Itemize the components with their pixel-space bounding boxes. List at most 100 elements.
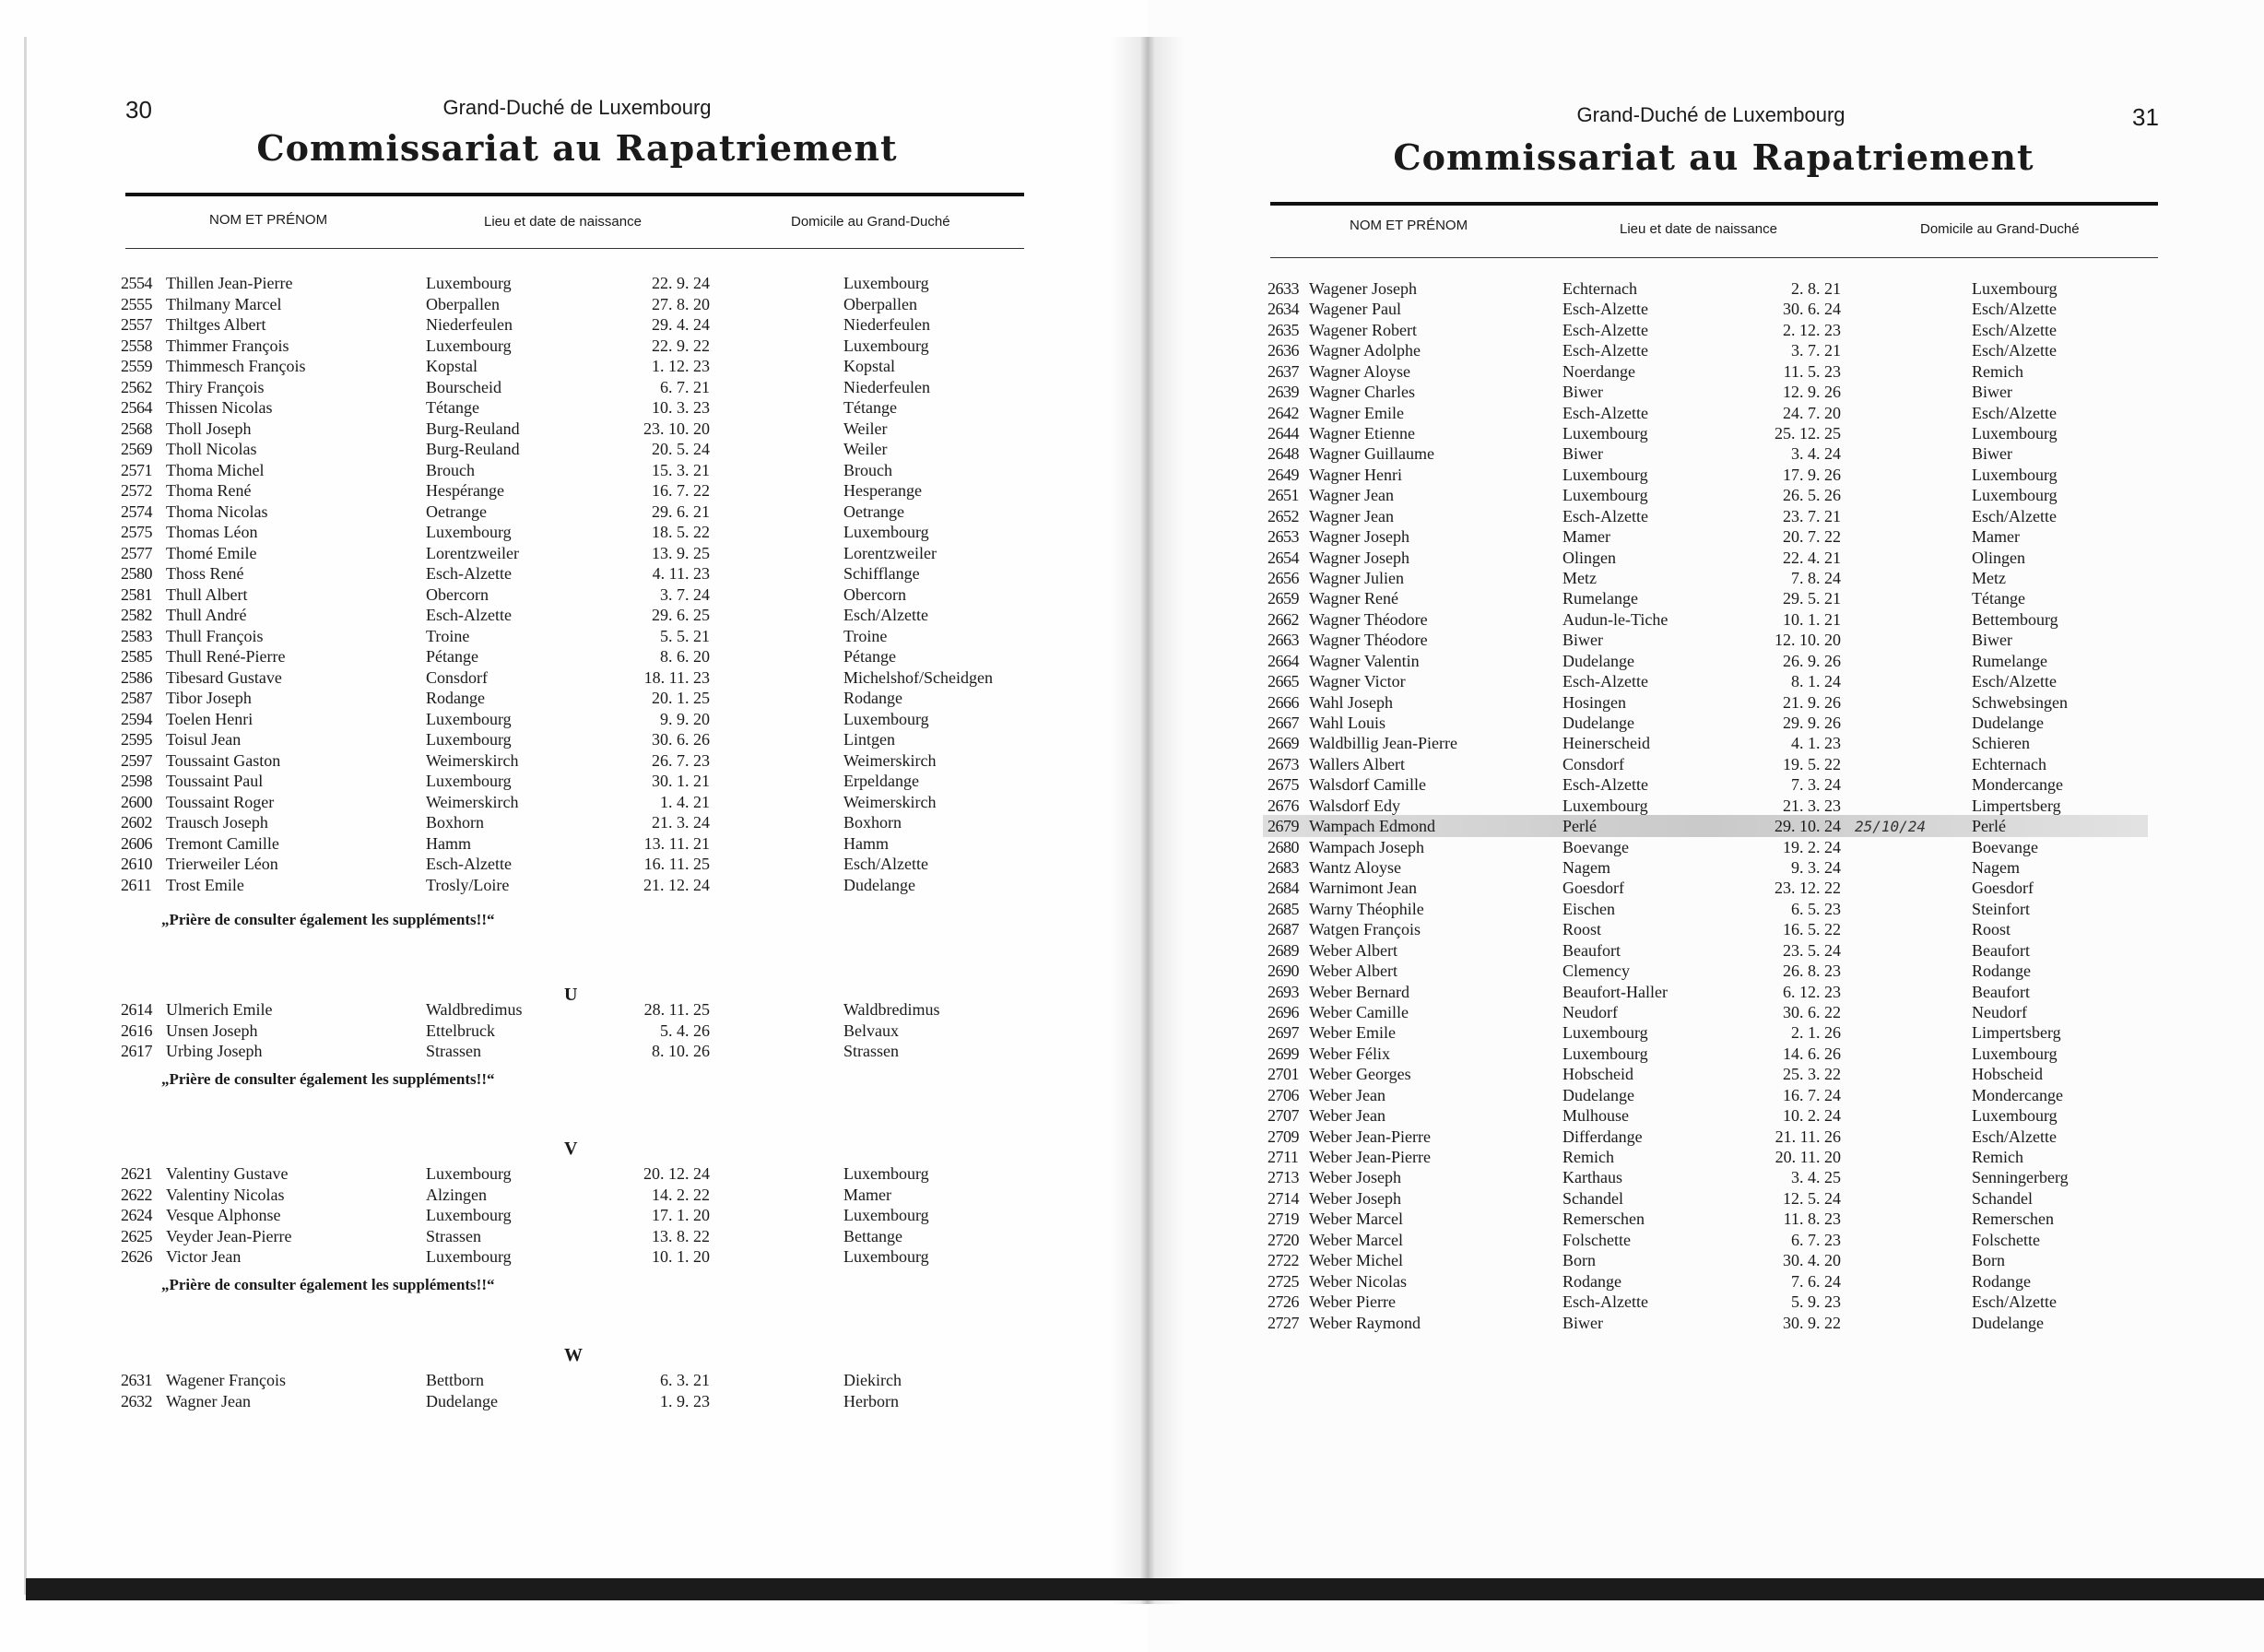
domicile: Rodange bbox=[1972, 1271, 2031, 1291]
table-row: 2602 Trausch Joseph Boxhorn 21. 3. 24 Boxhor… bbox=[0, 813, 2264, 833]
domicile: Biwer bbox=[1972, 383, 2012, 402]
domicile: Tétange bbox=[1972, 589, 2025, 608]
domicile: Esch/Alzette bbox=[1972, 672, 2057, 691]
birth-date: 4. 1. 23 bbox=[1791, 734, 1841, 753]
table-row: 2725 Weber Nicolas Rodange 7. 6. 24 Rodange bbox=[0, 1272, 2264, 1292]
table-row: 2711 Weber Jean-Pierre Remich 20. 11. 20 Rem… bbox=[0, 1148, 2264, 1168]
birth-date: 25. 3. 22 bbox=[1783, 1065, 1841, 1084]
entry-number: 2679 bbox=[1268, 817, 1300, 836]
birth-place: Alzingen bbox=[426, 1185, 487, 1204]
birth-place: Boevange bbox=[1562, 837, 1629, 856]
person-name: Toussaint Roger bbox=[166, 792, 275, 811]
table-row: 2663 Wagner Théodore Biwer 12. 10. 20 Biwer bbox=[0, 631, 2264, 651]
person-name: Thimmer François bbox=[166, 336, 289, 355]
birth-place: Neudorf bbox=[1562, 1003, 1618, 1022]
birth-place: Lorentzweiler bbox=[426, 543, 519, 562]
person-name: Tholl Joseph bbox=[166, 419, 252, 438]
entry-number: 2562 bbox=[121, 377, 153, 396]
entry-number: 2652 bbox=[1268, 506, 1300, 525]
person-name: Wahl Joseph bbox=[1309, 692, 1394, 712]
person-name: Toussaint Gaston bbox=[166, 750, 281, 770]
birth-date: 10. 1. 21 bbox=[1783, 609, 1841, 629]
domicile: Diekirch bbox=[843, 1371, 902, 1389]
domicile: Metz bbox=[1972, 569, 2006, 588]
birth-date: 17. 9. 26 bbox=[1783, 465, 1841, 484]
table-row: 2683 Wantz Aloyse Nagem 9. 3. 24 Nagem bbox=[0, 858, 2264, 879]
person-name: Victor Jean bbox=[166, 1247, 242, 1266]
domicile: Rodange bbox=[1972, 962, 2031, 981]
birth-date: 2. 12. 23 bbox=[1783, 320, 1841, 339]
entry-number: 2635 bbox=[1268, 320, 1300, 339]
birth-date: 15. 3. 21 bbox=[652, 460, 710, 479]
table-row: 2571 Thoma Michel Brouch 15. 3. 21 Brouch bbox=[0, 461, 2264, 481]
entry-number: 2685 bbox=[1268, 899, 1300, 918]
domicile: Weimerskirch bbox=[843, 792, 937, 811]
domicile: Limpertsberg bbox=[1972, 1023, 2061, 1043]
person-name: Weber Jean bbox=[1309, 1085, 1386, 1104]
domicile: Bettange bbox=[843, 1226, 902, 1245]
domicile: Luxembourg bbox=[1972, 486, 2058, 505]
column-header-domicile: Domicile au Grand-Duché bbox=[791, 214, 950, 230]
entry-number: 2616 bbox=[121, 1021, 153, 1040]
birth-place: Born bbox=[1562, 1251, 1596, 1270]
table-row: 2664 Wagner Valentin Dudelange 26. 9. 26 Rum… bbox=[0, 652, 2264, 672]
birth-date: 16. 5. 22 bbox=[1783, 920, 1841, 939]
person-name: Warnimont Jean bbox=[1309, 879, 1418, 898]
birth-place: Echternach bbox=[1562, 279, 1637, 298]
domicile: Esch/Alzette bbox=[1972, 300, 2057, 319]
supplements-note: „Prière de consulter également les suppl… bbox=[161, 1070, 495, 1088]
entry-number: 2727 bbox=[1268, 1313, 1300, 1332]
domicile: Luxembourg bbox=[843, 523, 929, 541]
page-header: Grand-Duché de Luxembourg bbox=[1576, 103, 1845, 126]
person-name: Wagener François bbox=[166, 1371, 286, 1389]
person-name: Wagner Henri bbox=[1309, 465, 1403, 484]
page-edge bbox=[24, 37, 27, 1595]
handwritten-annotation: 25/10/24 bbox=[1855, 818, 1927, 836]
entry-number: 2656 bbox=[1268, 569, 1300, 588]
person-name: Veyder Jean-Pierre bbox=[166, 1226, 292, 1245]
table-row: 2564 Thissen Nicolas Tétange 10. 3. 23 Tétan… bbox=[0, 398, 2264, 419]
birth-date: 3. 4. 25 bbox=[1791, 1168, 1841, 1187]
domicile: Luxembourg bbox=[1972, 1044, 2058, 1063]
person-name: Thilmany Marcel bbox=[166, 294, 282, 313]
birth-place: Ettelbruck bbox=[426, 1021, 495, 1040]
domicile: Olingen bbox=[1972, 548, 2025, 567]
table-row: 2684 Warnimont Jean Goesdorf 23. 12. 22 Goes… bbox=[0, 879, 2264, 899]
birth-place: Mamer bbox=[1562, 527, 1610, 547]
domicile: Schieren bbox=[1972, 734, 2030, 753]
person-name: Wagner Charles bbox=[1309, 383, 1416, 402]
table-row: 2726 Weber Pierre Esch-Alzette 5. 9. 23 Esch… bbox=[0, 1292, 2264, 1313]
birth-place: Tétange bbox=[426, 398, 479, 417]
table-row: 2689 Weber Albert Beaufort 23. 5. 24 Beaufor… bbox=[0, 941, 2264, 962]
section-letter: W bbox=[564, 1345, 583, 1365]
birth-date: 20. 7. 22 bbox=[1783, 527, 1841, 547]
birth-place: Rodange bbox=[1562, 1271, 1621, 1291]
table-row: 2720 Weber Marcel Folschette 6. 7. 23 Folsch… bbox=[0, 1231, 2264, 1251]
person-name: Tholl Nicolas bbox=[166, 440, 257, 458]
table-row: 2585 Thull René-Pierre Pétange 8. 6. 20 Péta… bbox=[0, 647, 2264, 667]
birth-place: Hespérange bbox=[426, 481, 504, 500]
entry-number: 2722 bbox=[1268, 1251, 1300, 1270]
person-name: Ulmerich Emile bbox=[166, 1000, 273, 1019]
domicile: Luxembourg bbox=[843, 274, 929, 292]
person-name: Wagner Aloyse bbox=[1309, 361, 1411, 381]
birth-date: 22. 9. 22 bbox=[652, 336, 710, 355]
table-row: 2568 Tholl Joseph Burg-Reuland 23. 10. 20 We… bbox=[0, 419, 2264, 440]
birth-place: Luxembourg bbox=[426, 274, 512, 292]
domicile: Rodange bbox=[843, 689, 902, 707]
entry-number: 2634 bbox=[1268, 300, 1300, 319]
entry-number: 2632 bbox=[121, 1391, 153, 1410]
birth-date: 4. 11. 23 bbox=[652, 564, 710, 583]
birth-place: Trosly/Loire bbox=[426, 875, 510, 894]
birth-date: 11. 5. 23 bbox=[1783, 361, 1841, 381]
birth-date: 23. 7. 21 bbox=[1783, 506, 1841, 525]
person-name: Weber Albert bbox=[1309, 940, 1398, 960]
birth-place: Esch-Alzette bbox=[1562, 403, 1648, 422]
birth-place: Strassen bbox=[426, 1042, 481, 1060]
domicile: Remich bbox=[1972, 1148, 2023, 1167]
table-row: 2667 Wahl Louis Dudelange 29. 9. 26 Dudelang… bbox=[0, 714, 2264, 734]
person-name: Thull Albert bbox=[166, 584, 248, 604]
table-row: 2696 Weber Camille Neudorf 30. 6. 22 Neudorf bbox=[0, 1003, 2264, 1023]
birth-date: 7. 6. 24 bbox=[1791, 1271, 1841, 1291]
table-row: 2558 Thimmer François Luxembourg 22. 9. 22 L… bbox=[0, 336, 2264, 357]
